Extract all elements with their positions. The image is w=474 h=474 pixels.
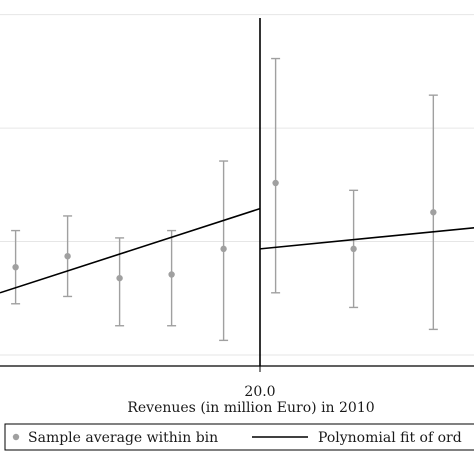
data-point xyxy=(350,245,357,253)
error-bars xyxy=(11,57,438,342)
data-point xyxy=(430,209,437,216)
data-points xyxy=(12,179,437,282)
fit-line xyxy=(0,207,261,294)
data-point xyxy=(220,245,227,253)
legend: Sample average within bin Polynomial fit… xyxy=(4,423,474,451)
legend-label-polynomial-fit: Polynomial fit of ord xyxy=(318,430,462,446)
legend-label-sample-average: Sample average within bin xyxy=(28,430,218,446)
data-point xyxy=(272,179,279,187)
data-point xyxy=(168,271,175,278)
legend-marker-dot xyxy=(12,433,20,441)
x-axis-title: Revenues (in million Euro) in 2010 xyxy=(127,400,374,416)
data-point xyxy=(12,263,19,271)
fit-line xyxy=(259,226,474,250)
fit-lines xyxy=(0,207,474,294)
data-point xyxy=(116,274,123,282)
grid-layer xyxy=(0,14,474,356)
data-point xyxy=(64,253,71,260)
x-tick-label: 20.0 xyxy=(244,384,275,400)
legend-box xyxy=(4,423,474,451)
